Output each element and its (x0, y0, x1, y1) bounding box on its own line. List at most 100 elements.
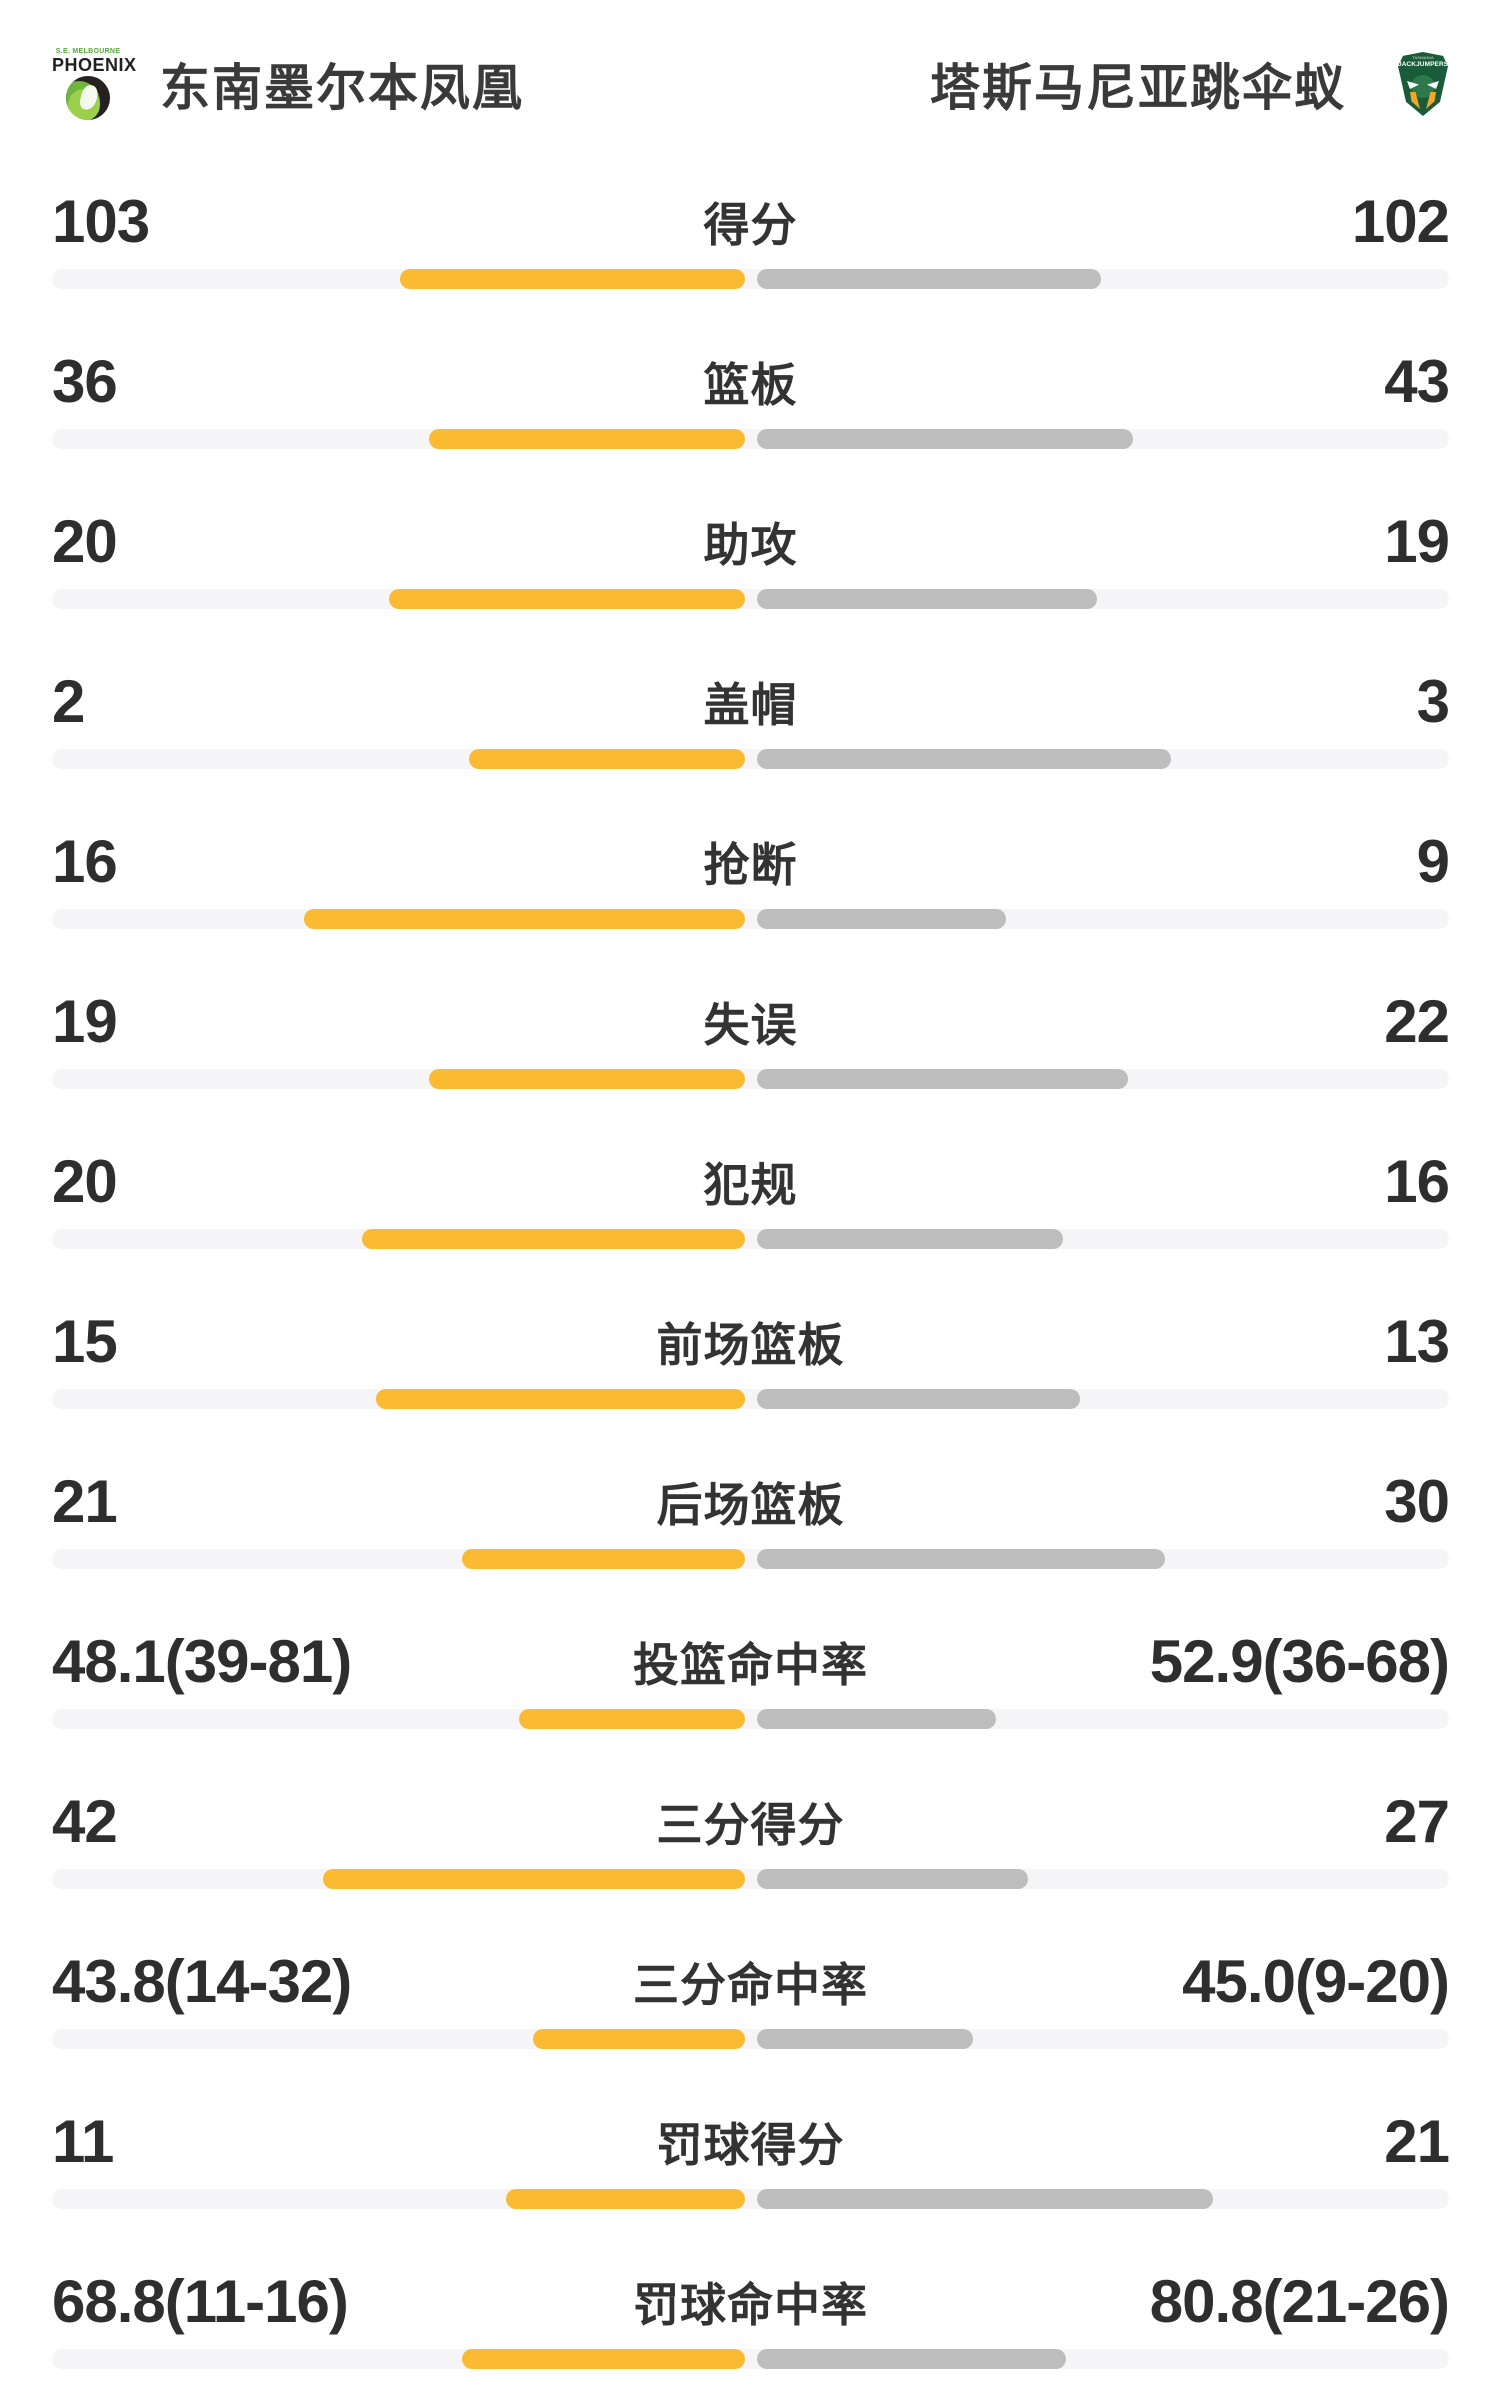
left-team-bar (375, 1389, 745, 1409)
team-header: S.E. MELBOURNE PHOENIX 东南墨尔本凤凰 塔斯马尼亚跳伞蚁 … (0, 0, 1500, 162)
jackjumpers-eye-icon (1407, 81, 1419, 89)
stat-values-line: 36 篮板 43 (52, 346, 1450, 418)
stat-bar-track (52, 1069, 1449, 1089)
right-team-value: 43 (1384, 348, 1450, 415)
jackjumpers-logo-main-text: JACKJUMPERS (1398, 61, 1449, 68)
left-team-bar (322, 1869, 745, 1889)
right-team-bar (756, 749, 1171, 769)
stat-values-line: 42 三分得分 27 (52, 1786, 1450, 1858)
stat-row: 2 盖帽 3 (0, 642, 1500, 802)
left-team: S.E. MELBOURNE PHOENIX 东南墨尔本凤凰 (52, 48, 524, 121)
stat-label: 助攻 (703, 519, 798, 571)
stat-label: 三分得分 (656, 1799, 845, 1851)
jackjumpers-mandible-icon (1426, 92, 1436, 109)
left-team-value: 19 (52, 988, 118, 1055)
right-team-value: 52.9(36-68) (1149, 1628, 1450, 1695)
stat-row: 43.8(14-32) 三分命中率 45.0(9-20) (0, 1922, 1500, 2082)
left-team-value: 103 (52, 188, 150, 255)
stat-label: 盖帽 (703, 679, 798, 731)
stat-values-line: 43.8(14-32) 三分命中率 45.0(9-20) (52, 1946, 1450, 2018)
left-team-value: 15 (52, 1308, 118, 1375)
left-team-value: 36 (52, 348, 118, 415)
jackjumpers-logo-top-text: TASMANIA (1412, 55, 1434, 60)
right-team-bar (756, 2349, 1066, 2369)
right-team-bar (756, 1549, 1165, 1569)
right-team-bar (756, 1709, 996, 1729)
right-team-value: 30 (1384, 1468, 1450, 1535)
left-team-value: 43.8(14-32) (52, 1948, 352, 2015)
stat-bar-track (52, 2189, 1449, 2209)
stat-bar-track (52, 2029, 1449, 2049)
right-team-bar (756, 2029, 973, 2049)
stats-list: 103 得分 102 36 篮板 43 20 助攻 19 (0, 162, 1500, 2400)
right-team-bar (756, 909, 1006, 929)
right-team-bar (756, 589, 1097, 609)
stat-bar-track (52, 429, 1449, 449)
left-team-bar (303, 909, 745, 929)
stat-values-line: 20 助攻 19 (52, 506, 1450, 578)
stat-values-line: 103 得分 102 (52, 186, 1450, 258)
stat-row: 48.1(39-81) 投篮命中率 52.9(36-68) (0, 1602, 1500, 1762)
stat-row: 11 罚球得分 21 (0, 2082, 1500, 2242)
right-team-value: 80.8(21-26) (1149, 2268, 1450, 2335)
stat-row: 20 助攻 19 (0, 482, 1500, 642)
left-team-bar (505, 2189, 745, 2209)
right-team-value: 9 (1416, 828, 1450, 895)
stat-label: 后场篮板 (656, 1479, 845, 1531)
left-team-bar (468, 749, 745, 769)
stat-values-line: 19 失误 22 (52, 986, 1450, 1058)
left-team-value: 20 (52, 508, 118, 575)
stat-row: 68.8(11-16) 罚球命中率 80.8(21-26) (0, 2242, 1500, 2400)
stat-bar-track (52, 2349, 1449, 2369)
left-team-bar (361, 1229, 745, 1249)
left-team-bar (428, 1069, 745, 1089)
stat-row: 42 三分得分 27 (0, 1762, 1500, 1922)
right-team-bar (756, 269, 1101, 289)
stat-bar-track (52, 1869, 1449, 1889)
left-team-bar (388, 589, 745, 609)
stat-label: 罚球命中率 (633, 2279, 868, 2331)
left-team-name: 东南墨尔本凤凰 (160, 59, 524, 116)
stat-bar-track (52, 1549, 1449, 1569)
right-team-bar (756, 2189, 1213, 2209)
left-team-value: 48.1(39-81) (52, 1628, 352, 1695)
stat-label: 失误 (703, 999, 798, 1051)
stat-label: 犯规 (703, 1159, 798, 1211)
right-team-value: 3 (1416, 668, 1450, 735)
left-team-value: 21 (52, 1468, 118, 1535)
jackjumpers-logo-icon: TASMANIA JACKJUMPERS (1398, 52, 1448, 116)
left-team-value: 42 (52, 1788, 118, 1855)
stat-row: 16 抢断 9 (0, 802, 1500, 962)
left-team-bar (518, 1709, 745, 1729)
stat-row: 20 犯规 16 (0, 1122, 1500, 1282)
right-team-value: 102 (1351, 188, 1450, 255)
stat-row: 21 后场篮板 30 (0, 1442, 1500, 1602)
left-team-bar (399, 269, 745, 289)
phoenix-logo-icon: S.E. MELBOURNE PHOENIX (52, 48, 137, 121)
right-team-bar (756, 1069, 1128, 1089)
stat-values-line: 2 盖帽 3 (52, 666, 1450, 738)
jackjumpers-ant-head-icon (1411, 75, 1435, 98)
stat-bar-track (52, 269, 1449, 289)
stat-bar-track (52, 1389, 1449, 1409)
right-team-value: 13 (1384, 1308, 1450, 1375)
stat-label: 罚球得分 (656, 2119, 845, 2171)
left-team-value: 16 (52, 828, 118, 895)
left-team-value: 68.8(11-16) (52, 2268, 349, 2335)
right-team-name: 塔斯马尼亚跳伞蚁 (930, 60, 1346, 116)
stat-label: 篮板 (703, 359, 798, 411)
stat-values-line: 48.1(39-81) 投篮命中率 52.9(36-68) (52, 1626, 1450, 1698)
right-team-bar (756, 1229, 1063, 1249)
left-team-bar (532, 2029, 745, 2049)
stat-label: 投篮命中率 (633, 1639, 868, 1691)
right-team-value: 21 (1384, 2108, 1450, 2175)
right-team-bar (756, 1869, 1028, 1889)
stat-values-line: 68.8(11-16) 罚球命中率 80.8(21-26) (52, 2266, 1450, 2338)
jackjumpers-mandible-icon (1410, 92, 1420, 109)
stat-row: 19 失误 22 (0, 962, 1500, 1122)
phoenix-logo-main-text: PHOENIX (52, 55, 137, 76)
stat-bar-track (52, 1229, 1449, 1249)
left-team-value: 11 (52, 2108, 114, 2175)
right-team-value: 19 (1384, 508, 1450, 575)
stat-values-line: 20 犯规 16 (52, 1146, 1450, 1218)
